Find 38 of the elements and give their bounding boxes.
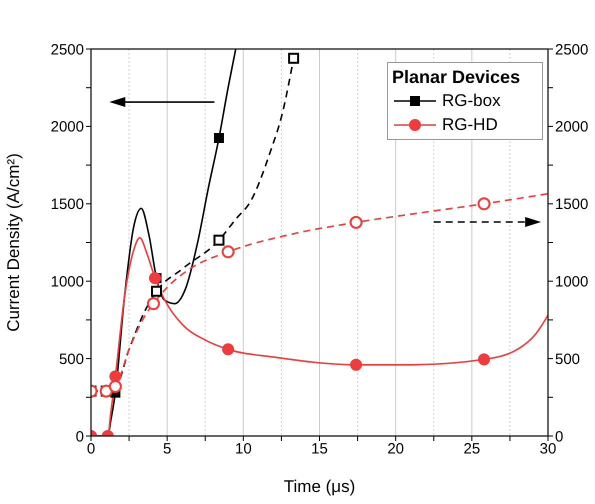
y2-tick-label: 1000 [555, 274, 588, 291]
y-tick-label: 2500 [50, 41, 84, 58]
point [146, 297, 160, 310]
point [109, 370, 122, 382]
y2-tick-label: 2500 [555, 41, 588, 58]
x-axis-title: Time (μs) [284, 477, 356, 496]
y-tick-label: 500 [58, 350, 84, 368]
y2-tick-label: 1500 [555, 196, 588, 214]
point [478, 197, 491, 210]
x-tick-label: 0 [86, 440, 96, 458]
y2-tick-label: 0 [555, 428, 564, 446]
y-tick-label: 1000 [50, 274, 84, 291]
y2-tick-label: 500 [555, 350, 580, 368]
legend-label: RG-HD [442, 114, 498, 136]
y2-tick-label: 2000 [555, 118, 588, 136]
point [214, 133, 224, 144]
x-tick-label: 30 [540, 440, 556, 458]
point [213, 234, 224, 246]
point [222, 245, 235, 258]
point [222, 343, 234, 356]
legend-title: Planar Devices [392, 66, 522, 89]
y-tick-label: 1500 [50, 196, 84, 214]
x-tick-label: 15 [311, 440, 328, 458]
y-axis-title: Current Density (A/cm²) [4, 153, 24, 332]
point [478, 353, 490, 366]
legend-label: RG-box [442, 90, 501, 112]
point [148, 272, 161, 284]
point [350, 216, 363, 229]
x-tick-label: 10 [234, 440, 252, 458]
y-tick-label: 2000 [50, 118, 84, 136]
x-tick-label: 5 [162, 440, 172, 458]
x-tick-label: 25 [463, 440, 480, 458]
point [151, 286, 162, 297]
point [350, 358, 362, 371]
x-tick-label: 20 [387, 440, 404, 458]
point [288, 52, 300, 64]
point [108, 380, 122, 393]
y-tick-label: 0 [76, 428, 84, 446]
